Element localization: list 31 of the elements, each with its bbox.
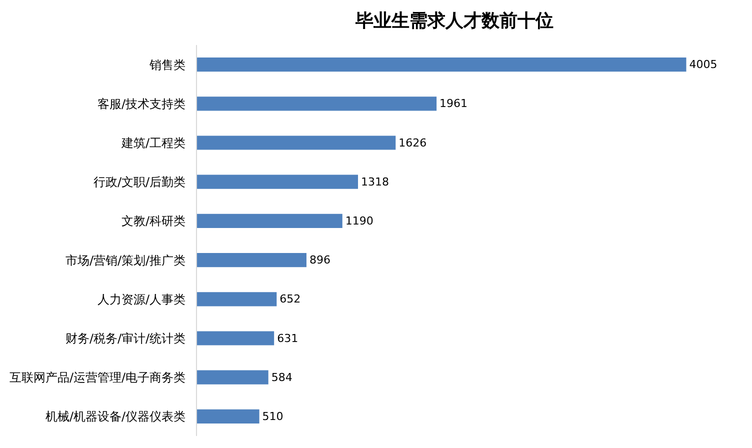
data-label: 584: [271, 370, 292, 384]
bar: [197, 174, 358, 189]
y-tick-label: 文教/科研类: [122, 214, 186, 228]
bar: [197, 409, 260, 424]
y-tick-label: 销售类: [148, 58, 186, 72]
data-label: 631: [277, 332, 298, 345]
data-label: 510: [262, 410, 284, 423]
y-tick-label: 财务/税务/审计/统计类: [65, 331, 186, 346]
bar: [197, 253, 306, 268]
data-label: 1318: [361, 175, 390, 188]
y-tick-label: 客服/技术支持类: [98, 96, 186, 111]
bar: [197, 370, 268, 384]
data-label: 1626: [398, 136, 427, 150]
y-tick-label: 建筑/工程类: [120, 136, 186, 150]
bar: [197, 331, 274, 346]
bar: [197, 136, 396, 150]
y-tick-label: 机械/机器设备/仪器仪表类: [46, 410, 186, 424]
data-label: 896: [309, 254, 330, 267]
bar: [197, 96, 437, 111]
y-tick-label: 互联网产品/运营管理/电子商务类: [10, 370, 186, 385]
data-label: 1961: [440, 97, 468, 110]
data-label: 652: [280, 292, 301, 306]
data-label: 1190: [345, 214, 374, 228]
y-tick-label: 市场/营销/策划/推广类: [65, 253, 186, 268]
bar: [197, 214, 342, 228]
bar: [197, 292, 277, 306]
chart-title: 毕业生需求人才数前十位: [354, 10, 554, 32]
bar: [197, 58, 686, 72]
data-label: 4005: [689, 58, 718, 72]
y-tick-label: 行政/文职/后勤类: [94, 175, 186, 190]
y-tick-label: 人力资源/人事类: [98, 292, 186, 306]
